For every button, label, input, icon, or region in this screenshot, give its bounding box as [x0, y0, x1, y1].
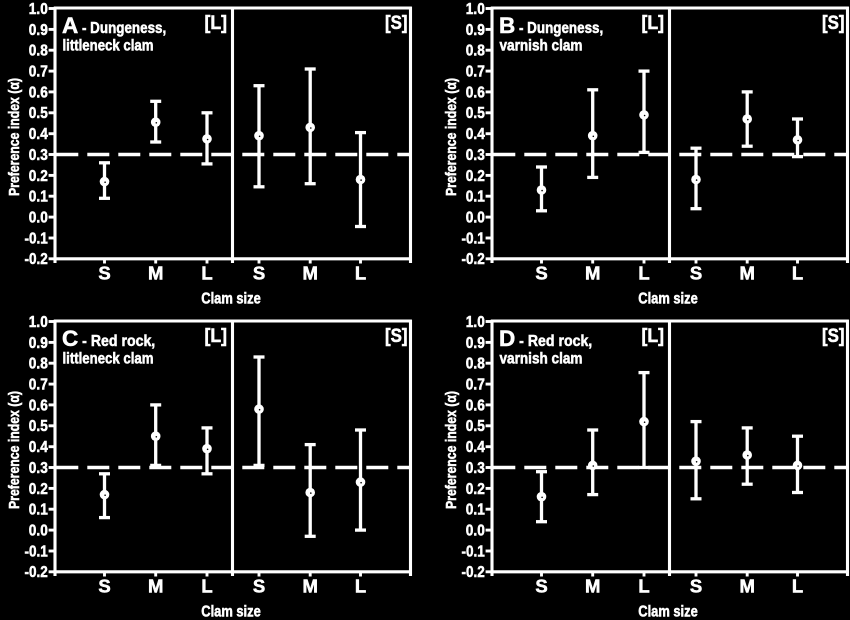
svg-text:0.6: 0.6 — [466, 397, 485, 414]
svg-text:[L]: [L] — [642, 13, 665, 34]
svg-text:varnish clam: varnish clam — [500, 351, 583, 368]
svg-text:L: L — [792, 576, 803, 597]
svg-text:0.2: 0.2 — [29, 481, 48, 498]
svg-text:L: L — [638, 576, 649, 597]
svg-text:-0.2: -0.2 — [25, 251, 48, 268]
svg-text:0.9: 0.9 — [29, 22, 48, 39]
svg-text:[L]: [L] — [205, 326, 228, 347]
svg-text:0.1: 0.1 — [466, 189, 485, 206]
svg-text:0.8: 0.8 — [29, 43, 48, 60]
svg-text:littleneck clam: littleneck clam — [63, 351, 154, 368]
svg-text:M: M — [302, 263, 317, 284]
svg-text:M: M — [585, 576, 600, 597]
svg-text:0.4: 0.4 — [29, 126, 48, 143]
svg-text:L: L — [638, 263, 649, 284]
svg-text:0.2: 0.2 — [466, 481, 485, 498]
svg-text:0.2: 0.2 — [29, 168, 48, 185]
svg-text:[S]: [S] — [385, 13, 408, 34]
svg-text:0.1: 0.1 — [29, 189, 48, 206]
svg-text:[L]: [L] — [642, 326, 665, 347]
svg-text:0.7: 0.7 — [466, 377, 485, 394]
svg-text:0.1: 0.1 — [466, 502, 485, 519]
svg-text:S: S — [535, 576, 547, 597]
svg-text:1.0: 1.0 — [29, 314, 48, 331]
svg-text:0.5: 0.5 — [29, 105, 48, 122]
svg-text:0.9: 0.9 — [29, 335, 48, 352]
svg-text:-0.1: -0.1 — [462, 230, 486, 247]
svg-text:S: S — [253, 576, 265, 597]
svg-text:M: M — [302, 576, 317, 597]
svg-text:0.0: 0.0 — [466, 210, 485, 227]
svg-text:0.8: 0.8 — [29, 356, 48, 373]
svg-text:L: L — [201, 263, 212, 284]
svg-text:S: S — [535, 263, 547, 284]
svg-text:0.8: 0.8 — [466, 356, 485, 373]
svg-text:-0.2: -0.2 — [462, 251, 485, 268]
svg-text:L: L — [792, 263, 803, 284]
svg-text:0.7: 0.7 — [29, 377, 48, 394]
svg-text:[S]: [S] — [822, 326, 845, 347]
svg-text:0.5: 0.5 — [466, 105, 485, 122]
svg-text:littleneck clam: littleneck clam — [63, 38, 154, 55]
svg-text:0.5: 0.5 — [466, 418, 485, 435]
svg-text:Clam size: Clam size — [638, 291, 698, 308]
svg-text:Preference index (α): Preference index (α) — [6, 78, 23, 196]
svg-text:L: L — [355, 263, 366, 284]
svg-text:0.4: 0.4 — [466, 126, 485, 143]
svg-text:L: L — [355, 576, 366, 597]
svg-text:0.0: 0.0 — [29, 210, 48, 227]
svg-text:Preference index (α): Preference index (α) — [443, 391, 460, 509]
svg-text:-0.1: -0.1 — [462, 543, 486, 560]
svg-text:0.3: 0.3 — [29, 147, 48, 164]
svg-text:varnish clam: varnish clam — [500, 38, 583, 55]
svg-text:1.0: 1.0 — [466, 1, 485, 18]
svg-text:0.3: 0.3 — [466, 147, 485, 164]
svg-text:0.7: 0.7 — [29, 64, 48, 81]
svg-text:0.9: 0.9 — [466, 335, 485, 352]
svg-text:0.0: 0.0 — [466, 523, 485, 540]
svg-text:M: M — [585, 263, 600, 284]
svg-text:D - Red rock,: D - Red rock, — [499, 326, 592, 351]
svg-text:0.4: 0.4 — [466, 439, 485, 456]
svg-text:[S]: [S] — [385, 326, 408, 347]
svg-text:M: M — [148, 576, 163, 597]
svg-text:S: S — [98, 263, 110, 284]
svg-text:0.7: 0.7 — [466, 64, 485, 81]
svg-text:0.2: 0.2 — [466, 168, 485, 185]
svg-text:[S]: [S] — [822, 13, 845, 34]
svg-text:0.6: 0.6 — [29, 84, 48, 101]
svg-text:M: M — [739, 263, 754, 284]
svg-text:0.4: 0.4 — [29, 439, 48, 456]
svg-text:0.8: 0.8 — [466, 43, 485, 60]
svg-text:[L]: [L] — [205, 13, 228, 34]
svg-text:-0.1: -0.1 — [25, 230, 49, 247]
svg-text:-0.1: -0.1 — [25, 543, 49, 560]
svg-text:S: S — [98, 576, 110, 597]
svg-text:S: S — [690, 576, 702, 597]
svg-text:0.0: 0.0 — [29, 523, 48, 540]
svg-text:0.6: 0.6 — [466, 84, 485, 101]
svg-text:Clam size: Clam size — [638, 604, 698, 620]
svg-text:L: L — [201, 576, 212, 597]
svg-text:S: S — [253, 263, 265, 284]
svg-text:Preference index (α): Preference index (α) — [443, 78, 460, 196]
svg-text:Clam size: Clam size — [201, 604, 261, 620]
svg-text:Clam size: Clam size — [201, 291, 261, 308]
svg-text:M: M — [148, 263, 163, 284]
svg-text:0.3: 0.3 — [29, 460, 48, 477]
svg-text:0.9: 0.9 — [466, 22, 485, 39]
svg-text:0.5: 0.5 — [29, 418, 48, 435]
svg-text:0.1: 0.1 — [29, 502, 48, 519]
svg-text:S: S — [690, 263, 702, 284]
svg-text:Preference index (α): Preference index (α) — [6, 391, 23, 509]
svg-text:-0.2: -0.2 — [25, 564, 48, 581]
svg-text:M: M — [739, 576, 754, 597]
svg-text:-0.2: -0.2 — [462, 564, 485, 581]
svg-text:0.3: 0.3 — [466, 460, 485, 477]
svg-text:1.0: 1.0 — [29, 1, 48, 18]
svg-text:0.6: 0.6 — [29, 397, 48, 414]
svg-text:1.0: 1.0 — [466, 314, 485, 331]
